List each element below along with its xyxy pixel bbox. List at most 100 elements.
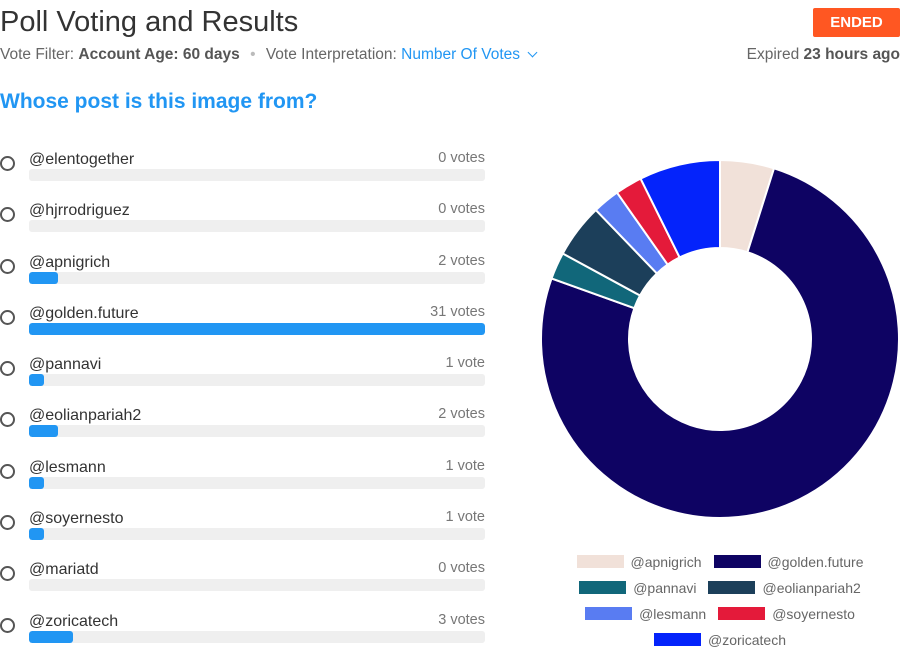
legend-label: @apnigrich: [630, 553, 702, 570]
legend-swatch: [718, 607, 766, 620]
vote-bar-fill: [29, 528, 44, 541]
poll-option[interactable]: @pannavi 1 vote: [0, 353, 486, 404]
vote-bar-track: [29, 220, 485, 233]
legend-label: @zoricatech: [707, 631, 787, 648]
radio-button[interactable]: [0, 566, 15, 582]
poll-option[interactable]: @soyernesto 1 vote: [0, 507, 486, 558]
status-badge: ENDED: [813, 8, 900, 37]
legend-swatch: [653, 633, 701, 646]
option-vote-count: 1 vote: [445, 509, 486, 526]
legend-row: @zoricatech: [545, 629, 895, 650]
poll-option[interactable]: @hjrrodriguez 0 votes: [0, 199, 486, 250]
option-label: @elentogether: [29, 151, 135, 168]
expired-label: Expired: [746, 46, 800, 63]
option-vote-count: 1 vote: [445, 355, 486, 372]
legend-swatch: [576, 555, 624, 568]
radio-button[interactable]: [0, 361, 15, 377]
legend-row: @pannavi @eolianpariah2: [545, 577, 895, 598]
option-vote-count: 31 votes: [430, 303, 485, 320]
option-vote-count: 2 votes: [438, 252, 485, 269]
vote-bar-track: [29, 476, 485, 489]
vote-bar-fill: [29, 271, 59, 284]
option-vote-count: 2 votes: [438, 406, 485, 423]
option-label: @soyernesto: [29, 510, 124, 528]
option-label: @mariatd: [29, 561, 99, 579]
option-label: @apnigrich: [29, 253, 111, 271]
option-label: @eolianpariah2: [29, 407, 142, 425]
poll-option[interactable]: @mariatd 0 votes: [0, 558, 486, 609]
legend-item[interactable]: @pannavi: [579, 580, 696, 596]
vote-bar-track: [29, 579, 485, 592]
poll-question: Whose post is this image from?: [0, 90, 318, 113]
legend-row: @apnigrich @golden.future: [545, 551, 895, 572]
option-vote-count: 3 votes: [438, 611, 485, 628]
legend-item[interactable]: @zoricatech: [653, 631, 787, 648]
vote-bar-track: [29, 630, 485, 643]
interpretation-value[interactable]: Number Of Votes: [401, 46, 521, 63]
option-label: @hjrrodriguez: [29, 202, 130, 220]
radio-button[interactable]: [0, 156, 15, 171]
legend-item[interactable]: @lesmann: [585, 606, 706, 622]
option-label: @lesmann: [29, 458, 106, 476]
option-vote-count: 0 votes: [438, 150, 485, 166]
option-label: @pannavi: [29, 356, 102, 374]
option-vote-count: 1 vote: [445, 457, 486, 474]
donut-slice: [540, 167, 900, 519]
option-vote-count: 0 votes: [438, 201, 485, 218]
radio-button[interactable]: [0, 463, 15, 479]
option-label: @zoricatech: [29, 612, 119, 630]
chevron-down-icon[interactable]: [527, 47, 538, 58]
legend-swatch: [585, 607, 633, 620]
radio-button[interactable]: [0, 258, 15, 274]
radio-button[interactable]: [0, 309, 15, 325]
legend-label: @lesmann: [639, 605, 707, 622]
radio-button[interactable]: [0, 515, 15, 531]
option-label: @golden.future: [29, 304, 139, 322]
vote-filter-value: Account Age: 60 days: [78, 46, 240, 63]
chart-legend: @apnigrich @golden.future @pannavi @eolianp…: [545, 551, 895, 655]
legend-label: @golden.future: [767, 553, 864, 570]
poll-option[interactable]: @zoricatech 3 votes: [0, 610, 486, 661]
expired-value: 23 hours ago: [803, 46, 900, 63]
poll-option[interactable]: @golden.future 31 votes: [0, 302, 486, 353]
vote-bar-fill: [29, 374, 44, 387]
option-vote-count: 0 votes: [438, 560, 485, 577]
options-list: @elentogether 0 votes @hjrrodriguez 0 votes…: [0, 148, 486, 661]
vote-filter-label: Vote Filter:: [0, 46, 75, 63]
donut-chart: [540, 158, 900, 519]
legend-swatch: [708, 581, 756, 594]
vote-bar-fill: [29, 630, 74, 643]
legend-row: @lesmann @soyernesto: [545, 603, 895, 624]
poll-option[interactable]: @lesmann 1 vote: [0, 456, 486, 507]
separator-dot: •: [250, 46, 256, 63]
vote-bar-fill: [29, 322, 485, 335]
vote-bar-fill: [29, 476, 44, 489]
radio-button[interactable]: [0, 207, 15, 223]
poll-option[interactable]: @elentogether 0 votes: [0, 148, 486, 199]
vote-bar-track: [29, 425, 485, 438]
vote-bar-track: [29, 271, 485, 284]
legend-swatch: [713, 555, 761, 568]
donut-slice: [639, 158, 721, 259]
vote-bar-track: [29, 169, 485, 181]
legend-item[interactable]: @golden.future: [713, 553, 864, 570]
legend-item[interactable]: @soyernesto: [718, 606, 855, 622]
vote-bar-track: [29, 374, 485, 387]
poll-option[interactable]: @eolianpariah2 2 votes: [0, 404, 486, 455]
legend-label: @soyernesto: [772, 605, 855, 622]
radio-button[interactable]: [0, 617, 15, 633]
expiry-status: Expired 23 hours ago: [747, 45, 900, 65]
legend-label: @eolianpariah2: [762, 579, 861, 596]
filter-bar: Vote Filter: Account Age: 60 days • Vote…: [0, 45, 538, 65]
legend-item[interactable]: @eolianpariah2: [708, 579, 861, 596]
page-title: Poll Voting and Results: [0, 6, 299, 38]
legend-label: @pannavi: [633, 579, 697, 596]
interpretation-label: Vote Interpretation:: [265, 46, 397, 63]
interpretation-dropdown[interactable]: Number Of Votes: [401, 46, 538, 63]
poll-option[interactable]: @apnigrich 2 votes: [0, 251, 486, 302]
legend-item[interactable]: @apnigrich: [576, 553, 702, 570]
radio-button[interactable]: [0, 412, 15, 428]
vote-bar-track: [29, 528, 485, 541]
legend-swatch: [579, 581, 627, 594]
vote-bar-track: [29, 322, 485, 335]
